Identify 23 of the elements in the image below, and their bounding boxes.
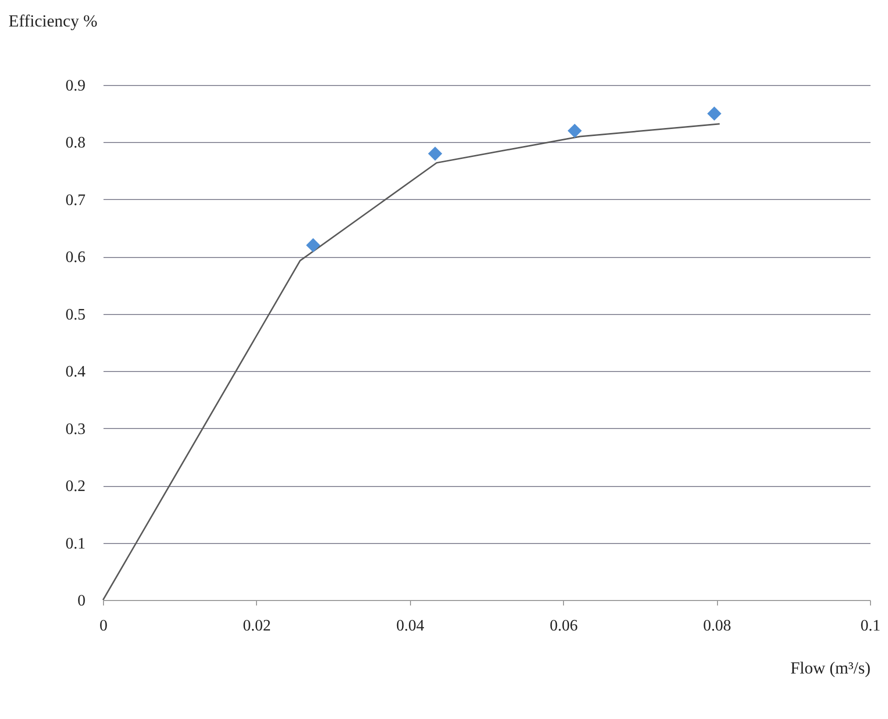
point — [707, 106, 722, 121]
point — [568, 124, 582, 138]
x-tick-label: 0.04 — [396, 618, 424, 634]
y-tick-label: 0.2 — [66, 478, 86, 496]
point — [428, 146, 442, 161]
y-tick-label: 0.9 — [66, 78, 86, 94]
x-tick-label: 0.08 — [703, 618, 732, 634]
y-axis-title: Efficiency % — [8, 12, 98, 30]
y-tick-label: 0.8 — [66, 134, 86, 152]
x-tick-label: 0.1 — [860, 618, 880, 634]
x-tick-label: 0 — [100, 618, 108, 634]
y-tick-label: 0.1 — [66, 535, 86, 552]
line-series — [102, 123, 720, 601]
x-tick-label: 0.06 — [550, 618, 578, 634]
y-tick-label: 0 — [78, 592, 86, 610]
y-tick-label: 0.7 — [66, 192, 86, 209]
point — [306, 238, 320, 252]
y-tick-label: 0.4 — [66, 364, 86, 381]
y-tick-label: 0.6 — [66, 249, 86, 266]
y-tick-label: 0.5 — [66, 306, 86, 324]
y-tick-label: 0.3 — [66, 420, 86, 438]
x-axis-title: Flow (m³/s) — [790, 658, 870, 678]
x-tick-label: 0.02 — [242, 618, 271, 634]
